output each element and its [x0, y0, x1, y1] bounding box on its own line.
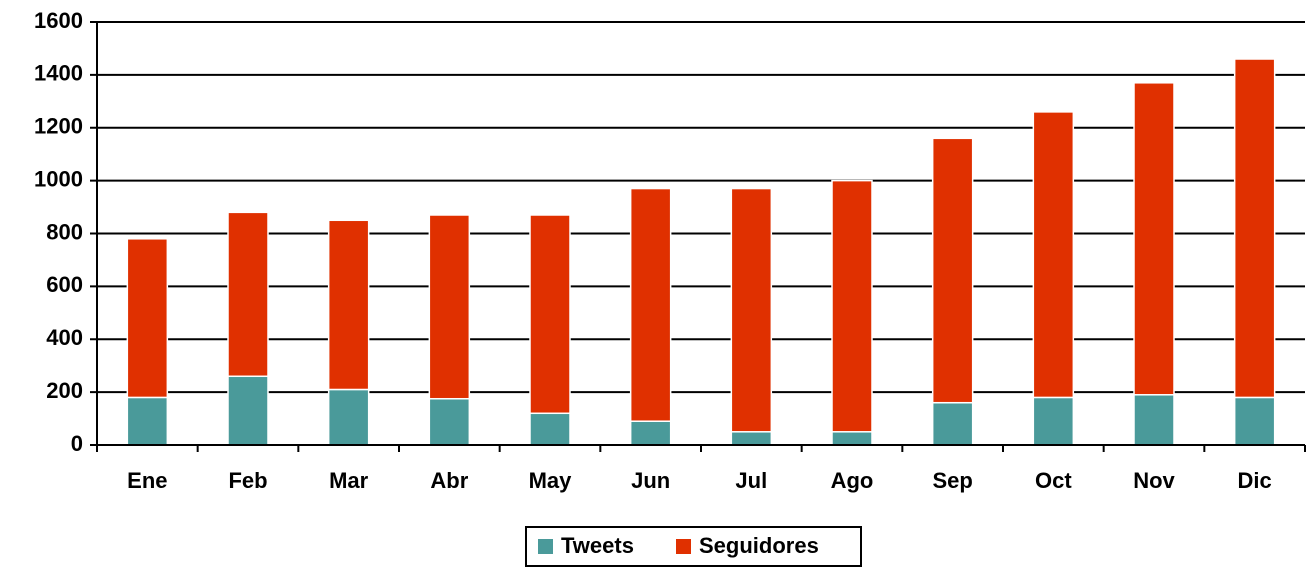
y-tick-label: 800	[46, 219, 83, 244]
bar-segment	[730, 431, 773, 446]
bar-segment	[428, 397, 471, 446]
y-tick-label: 1600	[34, 8, 83, 33]
legend-swatch	[676, 539, 691, 554]
y-tick-label: 200	[46, 378, 83, 403]
bar-segment	[428, 214, 471, 400]
bar-segment	[529, 214, 571, 415]
x-tick-label: Dic	[1238, 468, 1272, 493]
bar-segment	[327, 388, 370, 446]
x-tick-label: May	[529, 468, 573, 493]
x-tick-label: Ene	[127, 468, 167, 493]
bar-segment	[1133, 82, 1175, 396]
bar-segment	[126, 238, 169, 399]
bar-segment	[126, 396, 169, 446]
bar-segment	[1133, 394, 1175, 446]
legend-label: Seguidores	[699, 533, 819, 558]
y-tick-label: 1200	[34, 114, 83, 139]
bar-segment	[931, 401, 974, 446]
bar-segment	[629, 187, 672, 422]
x-tick-label: Oct	[1035, 468, 1072, 493]
bar-segment	[529, 412, 571, 446]
bar-segment	[227, 375, 269, 446]
bar-segment	[931, 137, 974, 404]
bar-segment	[327, 219, 370, 391]
legend-label: Tweets	[561, 533, 634, 558]
y-tick-label: 0	[71, 431, 83, 456]
y-tick-label: 1000	[34, 166, 83, 191]
legend-box	[525, 526, 862, 567]
x-tick-label: Feb	[228, 468, 267, 493]
bar-segment	[1032, 396, 1075, 446]
bar-segment	[629, 420, 672, 446]
bar-segment	[1233, 396, 1276, 446]
x-tick-label: Jun	[631, 468, 670, 493]
x-tick-label: Mar	[329, 468, 369, 493]
legend-swatch	[538, 539, 553, 554]
bar-segment	[1233, 58, 1276, 399]
x-tick-label: Jul	[735, 468, 767, 493]
bar-segment	[831, 431, 873, 446]
x-tick-label: Sep	[932, 468, 972, 493]
bar-segment	[227, 211, 269, 378]
x-tick-label: Nov	[1133, 468, 1175, 493]
bar-segment	[1032, 111, 1075, 399]
bar-segment	[730, 187, 773, 433]
x-tick-label: Ago	[831, 468, 874, 493]
y-tick-label: 1400	[34, 61, 83, 86]
y-tick-label: 600	[46, 272, 83, 297]
bar-segment	[831, 179, 873, 433]
x-tick-label: Abr	[430, 468, 468, 493]
y-tick-label: 400	[46, 325, 83, 350]
